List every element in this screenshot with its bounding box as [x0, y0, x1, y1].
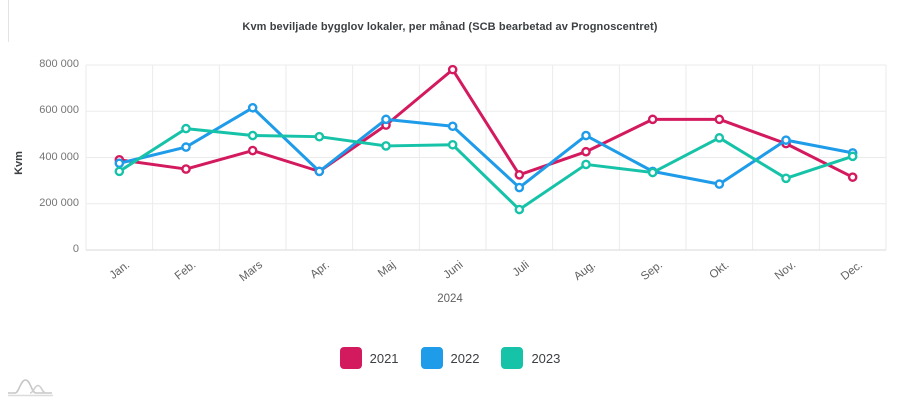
data-point-2021-Feb.[interactable] [181, 164, 191, 174]
data-point-2023-Nov.[interactable] [781, 173, 791, 184]
left-edge-divider [8, 0, 9, 42]
data-point-2021-Mars[interactable] [247, 145, 258, 156]
y-tick-label: 0 [72, 243, 79, 255]
y-tick-label: 400 000 [39, 150, 79, 163]
data-point-2023-Maj[interactable] [381, 141, 391, 151]
series-line-2021[interactable] [117, 68, 855, 179]
data-point-2021-Aug.[interactable] [581, 146, 591, 157]
chart-title: Kvm beviljade bygglov lokaler, per månad… [242, 21, 658, 33]
data-point-2021-Juli[interactable] [514, 170, 525, 180]
y-tick-label: 600 000 [39, 104, 79, 117]
data-point-2022-Okt.[interactable] [714, 179, 725, 189]
data-point-2023-Juni[interactable] [447, 139, 458, 150]
legend-item-2023[interactable]: 2023 [501, 347, 560, 369]
legend-item-2021[interactable]: 2021 [339, 347, 399, 369]
data-point-2021-Sep.[interactable] [647, 114, 658, 125]
data-point-2023-Sep.[interactable] [647, 167, 658, 178]
data-point-2022-Mars[interactable] [247, 102, 258, 113]
legend-label: 2023 [531, 350, 561, 366]
y-tick-label: 800 000 [39, 58, 79, 70]
data-point-2022-Apr.[interactable] [314, 166, 325, 177]
data-point-2021-Juni[interactable] [447, 64, 458, 75]
legend-label: 2022 [450, 350, 480, 366]
legend-swatch-icon [420, 347, 443, 369]
legend-label: 2021 [369, 350, 399, 366]
data-point-2023-Feb.[interactable] [181, 123, 191, 134]
legend-swatch-icon [339, 347, 362, 369]
data-point-2022-Juli[interactable] [514, 182, 525, 193]
data-point-2022-Feb.[interactable] [181, 142, 191, 152]
data-point-2021-Okt.[interactable] [714, 114, 725, 125]
data-point-2022-Maj[interactable] [381, 114, 391, 125]
data-point-2023-Juli[interactable] [514, 204, 525, 215]
data-point-2023-Aug.[interactable] [581, 159, 591, 170]
data-point-2022-Juni[interactable] [447, 121, 458, 132]
data-point-2021-Dec.[interactable] [847, 172, 858, 182]
legend-item-2022[interactable]: 2022 [420, 347, 480, 369]
data-point-2023-Apr.[interactable] [314, 131, 325, 142]
line-chart-plot[interactable] [0, 0, 900, 340]
series-line-2022[interactable] [117, 106, 855, 190]
x-axis-title: 2024 [437, 293, 463, 305]
legend-swatch-icon [501, 347, 524, 369]
data-point-2023-Mars[interactable] [247, 130, 258, 141]
series-line-2023[interactable] [117, 127, 855, 212]
data-point-2022-Aug.[interactable] [581, 130, 591, 141]
data-point-2022-Nov.[interactable] [781, 135, 791, 145]
data-point-2023-Jan.[interactable] [114, 166, 125, 177]
mountain-watermark-icon [8, 379, 53, 397]
chart-legend: 2021 2022 2023 [0, 347, 900, 369]
y-tick-label: 200 000 [39, 196, 79, 209]
data-point-2023-Okt.[interactable] [714, 133, 725, 143]
data-point-2022-Jan.[interactable] [114, 158, 125, 169]
data-point-2023-Dec.[interactable] [847, 151, 858, 162]
